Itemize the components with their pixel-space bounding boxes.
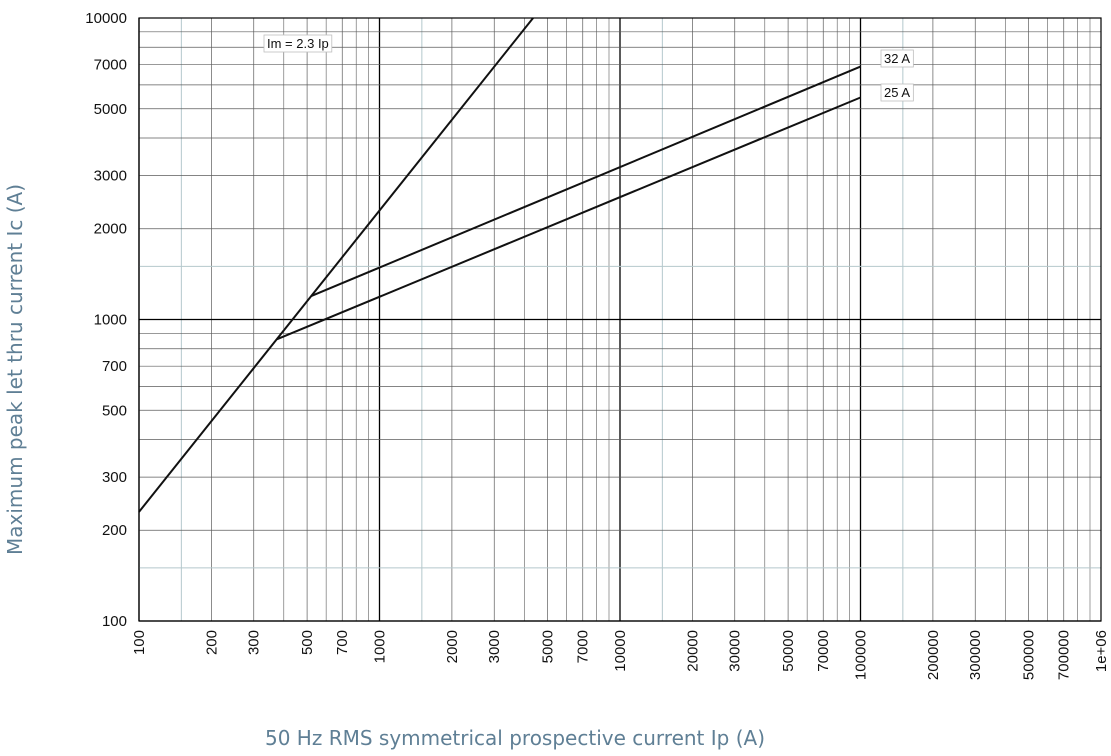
x-tick-label: 200 — [203, 630, 220, 655]
x-tick-label: 50000 — [780, 630, 797, 672]
series-label-box — [263, 34, 333, 53]
y-axis-ticks: 100 200 300 500 700 1000 2000 3000 5000 7000 10000 — [85, 10, 127, 630]
x-tick-label: 300000 — [967, 630, 984, 680]
y-tick-label: 7000 — [94, 57, 127, 74]
y-tick-label: 700 — [102, 358, 127, 375]
y-tick-label: 100 — [102, 613, 127, 630]
x-axis-ticks: 100 200 300 500 700 1000 2000 3000 5000 7000 10000… — [131, 630, 1110, 680]
x-tick-label: 100 — [131, 630, 148, 655]
x-tick-label: 500000 — [1021, 630, 1038, 680]
y-tick-label: 1000 — [94, 312, 127, 329]
x-tick-label: 200000 — [925, 630, 942, 680]
plot-frame — [138, 17, 1102, 622]
x-tick-label: 300 — [246, 630, 263, 655]
y-tick-label: 2000 — [94, 221, 127, 238]
x-tick-label: 20000 — [684, 630, 701, 672]
x-tick-label: 70000 — [815, 630, 832, 672]
series-label-text: 32 A — [884, 51, 910, 66]
y-tick-label: 200 — [102, 522, 127, 539]
series-label-box — [880, 83, 914, 102]
series-line-3 — [276, 96, 861, 341]
series-label-text: Im = 2.3 Ip — [267, 36, 329, 51]
x-tick-label: 7000 — [575, 630, 592, 663]
x-axis-title: 50 Hz RMS symmetrical prospective curren… — [265, 726, 765, 750]
x-tick-label: 30000 — [727, 630, 744, 672]
series-line-2 — [310, 65, 861, 298]
x-tick-label: 100000 — [853, 630, 870, 680]
y-tick-label: 3000 — [94, 168, 127, 185]
x-tick-label: 700000 — [1056, 630, 1073, 680]
x-tick-label: 1000 — [372, 630, 389, 663]
series-label-text: 25 A — [884, 85, 910, 100]
x-tick-label: 500 — [299, 630, 316, 655]
y-tick-label: 5000 — [94, 101, 127, 118]
annotations: Im = 2.3 Ip 32 A 25 A — [263, 34, 914, 102]
series-label-2: 32 A — [880, 49, 914, 68]
grid — [138, 18, 1101, 622]
y-tick-label: 10000 — [85, 10, 127, 27]
series-lines — [138, 17, 861, 513]
x-tick-label: 5000 — [540, 630, 557, 663]
x-tick-label: 1e+06 — [1093, 630, 1110, 672]
series-label-box — [880, 49, 914, 68]
x-tick-label: 2000 — [444, 630, 461, 663]
y-tick-label: 300 — [102, 469, 127, 486]
series-line-1 — [138, 17, 534, 513]
series-label-3: 25 A — [880, 83, 914, 102]
x-tick-label: 10000 — [612, 630, 629, 672]
y-tick-label: 500 — [102, 402, 127, 419]
x-tick-label: 3000 — [486, 630, 503, 663]
series-label-1: Im = 2.3 Ip — [263, 34, 333, 53]
y-axis-title: Maximum peak let thru current Ic (A) — [3, 184, 27, 555]
x-tick-label: 700 — [334, 630, 351, 655]
